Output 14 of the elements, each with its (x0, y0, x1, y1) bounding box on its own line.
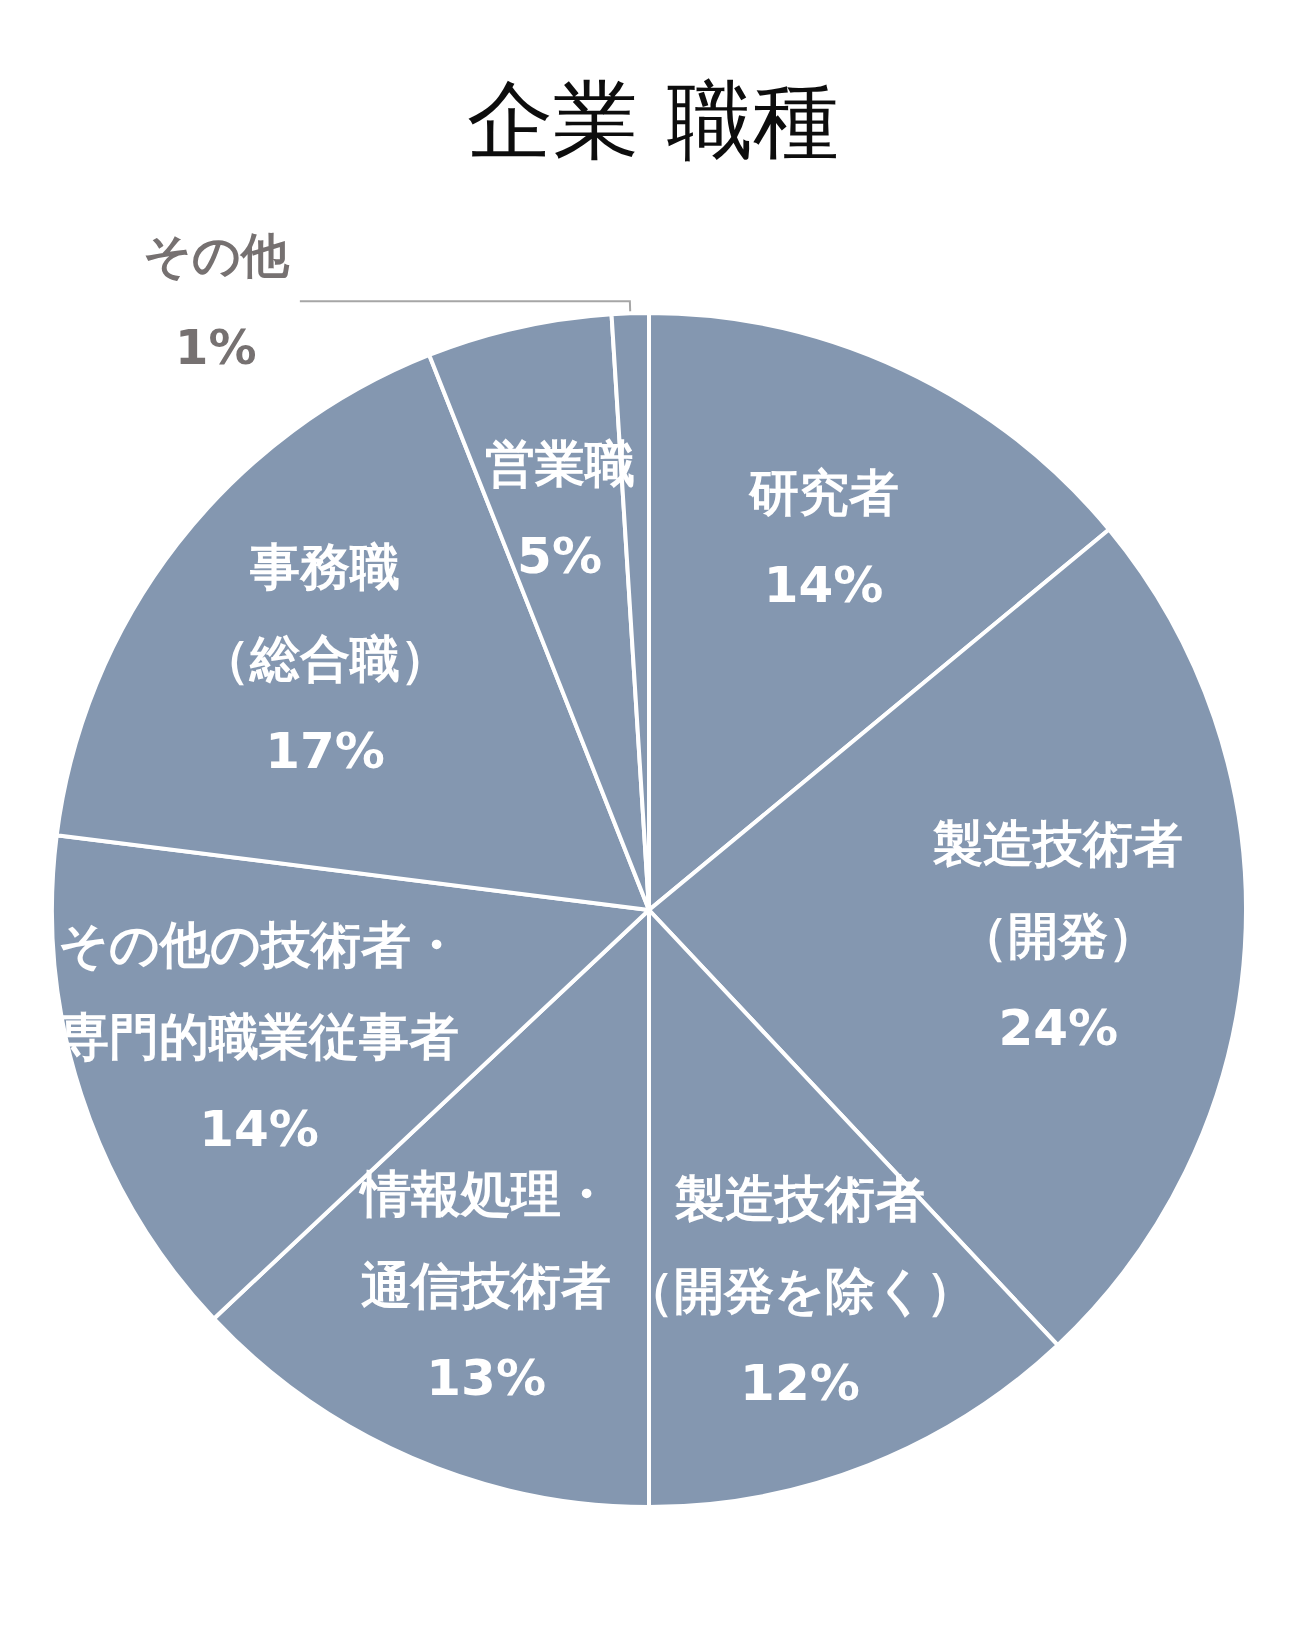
data-label: 24% (998, 998, 1119, 1057)
slice-label: 製造技術者（開発） (932, 814, 1184, 965)
slice-label: 事務職（総合職） (200, 537, 450, 688)
data-label: 12% (740, 1354, 860, 1413)
data-label: 5% (517, 526, 602, 585)
data-label: 14% (199, 1099, 319, 1158)
slice-label: 研究者 (747, 463, 899, 522)
data-label: 17% (265, 721, 385, 780)
slice-label: 情報処理・通信技術者 (358, 1165, 612, 1316)
data-label: 1% (175, 319, 257, 376)
data-label: 14% (763, 555, 884, 614)
slice-label: その他 (142, 227, 290, 284)
chart-title: 企業 職種 (467, 70, 839, 170)
data-label: 13% (426, 1349, 546, 1408)
